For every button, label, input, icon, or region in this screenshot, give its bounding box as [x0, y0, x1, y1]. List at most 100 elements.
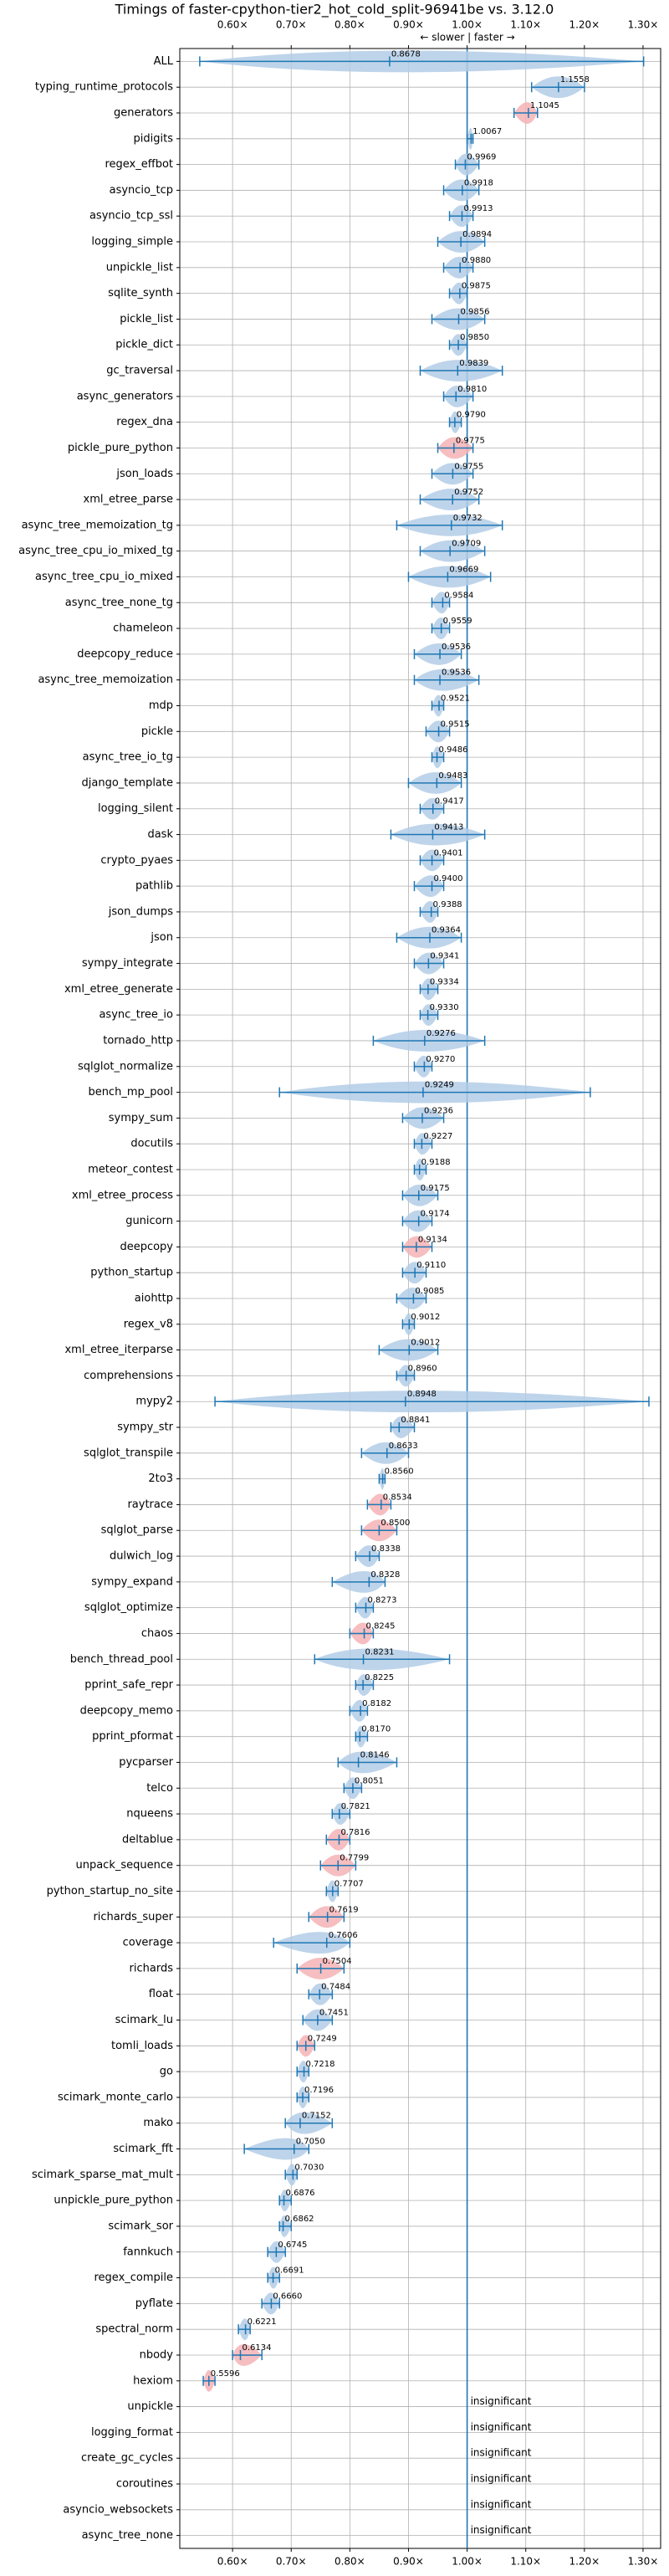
y-tick-label: scimark_fft	[113, 2143, 173, 2155]
y-tick-label: hexiom	[133, 2374, 173, 2387]
value-label: 0.9276	[426, 1029, 456, 1038]
y-tick-label: scimark_monte_carlo	[58, 2091, 173, 2103]
value-label: 0.9334	[430, 977, 459, 986]
y-tick-label: crypto_pyaes	[100, 854, 173, 867]
x-tick-label: 1.00×	[452, 19, 483, 31]
y-tick-label: django_template	[82, 776, 173, 789]
value-label: 0.8182	[362, 1699, 391, 1708]
value-label: 0.9732	[453, 514, 483, 523]
value-label: insignificant	[471, 2498, 532, 2510]
value-label: 0.9669	[449, 565, 478, 574]
value-label: 0.9913	[463, 204, 493, 213]
y-tick-label: sympy_str	[117, 1421, 173, 1434]
value-label: 0.8500	[380, 1518, 410, 1528]
y-tick-label: sqlglot_transpile	[84, 1447, 173, 1459]
value-label: 0.7196	[304, 2086, 334, 2095]
value-label: 0.7504	[323, 1957, 352, 1966]
x-tick-label: 1.30×	[628, 19, 659, 31]
value-label: insignificant	[471, 2472, 532, 2484]
x-tick-label: 0.80×	[334, 2556, 365, 2568]
value-label: 1.1558	[560, 75, 590, 85]
value-label: 0.7249	[308, 2034, 337, 2043]
y-tick-label: tornado_http	[103, 1034, 173, 1047]
y-tick-label: async_tree_memoization	[38, 673, 173, 686]
value-label: 0.7152	[302, 2112, 331, 2121]
y-tick-label: async_generators	[77, 390, 174, 402]
y-tick-label: gunicorn	[125, 1215, 173, 1227]
y-tick-label: unpickle	[127, 2400, 173, 2413]
value-label: 0.8225	[365, 1673, 394, 1682]
y-tick-label: pycparser	[119, 1756, 173, 1769]
value-label: 0.8273	[367, 1596, 396, 1606]
value-label: 0.9417	[435, 797, 464, 807]
value-label: 0.9388	[433, 900, 462, 909]
y-tick-label: json	[150, 931, 173, 944]
value-label: 0.9839	[459, 359, 488, 368]
x-tick-label: 0.90×	[393, 2556, 424, 2568]
y-tick-label: gc_traversal	[106, 365, 173, 377]
x-tick-label: 0.60×	[217, 19, 248, 31]
y-tick-label: scimark_sparse_mat_mult	[32, 2169, 173, 2181]
y-tick-label: deepcopy_reduce	[77, 648, 173, 660]
value-label: 0.6691	[275, 2266, 304, 2276]
y-tick-label: pathlib	[135, 880, 173, 893]
value-label: 0.7218	[306, 2060, 335, 2069]
value-label: 0.7484	[321, 1983, 350, 1992]
value-label: 0.9270	[426, 1055, 455, 1064]
value-label: 1.0067	[472, 127, 502, 136]
value-label: 0.7619	[329, 1905, 359, 1914]
value-label: 0.5596	[211, 2369, 240, 2379]
value-label: 0.8948	[407, 1390, 437, 1399]
y-tick-label: tomli_loads	[111, 2040, 173, 2052]
value-label: 0.8051	[355, 1776, 384, 1785]
value-label: 0.9894	[462, 230, 492, 239]
y-tick-label: asyncio_websockets	[63, 2503, 173, 2516]
y-tick-label: fannkuch	[123, 2246, 173, 2258]
y-tick-label: nbody	[140, 2348, 174, 2361]
y-tick-label: richards_super	[93, 1911, 173, 1923]
value-label: 0.6862	[285, 2215, 314, 2224]
value-label: insignificant	[471, 2421, 532, 2433]
x-tick-label: 1.10×	[510, 2556, 541, 2568]
y-tick-label: sympy_integrate	[82, 957, 173, 970]
y-tick-label: scimark_sor	[108, 2220, 173, 2232]
value-label: 0.9227	[423, 1132, 452, 1141]
value-label: 0.6660	[273, 2292, 302, 2301]
y-tick-label: async_tree_memoization_tg	[22, 519, 173, 531]
value-label: 0.9401	[434, 848, 463, 858]
value-label: 0.7707	[334, 1879, 364, 1888]
value-label: 0.9364	[432, 926, 461, 935]
value-label: 0.8245	[366, 1621, 396, 1631]
y-tick-label: async_tree_none_tg	[65, 597, 173, 609]
value-label: 0.9174	[421, 1210, 450, 1219]
value-label: 0.9709	[452, 540, 481, 549]
y-tick-label: pickle_pure_python	[68, 442, 173, 454]
value-label: 0.9775	[456, 436, 485, 445]
x-tick-label: 1.20×	[569, 19, 600, 31]
y-tick-label: typing_runtime_protocols	[35, 81, 173, 94]
y-tick-label: coverage	[123, 1937, 173, 1949]
x-tick-label: 0.90×	[393, 19, 424, 31]
y-tick-label: asyncio_tcp_ssl	[89, 210, 173, 223]
value-label: 0.9918	[464, 178, 493, 187]
y-tick-label: ALL	[154, 55, 174, 68]
y-tick-label: chameleon	[113, 622, 173, 635]
y-tick-label: generators	[114, 107, 173, 120]
value-label: 0.8960	[408, 1364, 437, 1373]
y-tick-label: mdp	[149, 699, 173, 712]
y-tick-label: logging_format	[91, 2426, 173, 2439]
x-tick-label: 1.30×	[628, 2556, 659, 2568]
value-label: 0.9790	[457, 411, 486, 420]
y-tick-label: xml_etree_process	[72, 1189, 173, 1201]
value-label: 0.9536	[442, 668, 471, 678]
y-tick-label: comprehensions	[84, 1370, 173, 1382]
value-label: 0.9330	[430, 1003, 459, 1012]
value-label: insignificant	[471, 2395, 532, 2407]
value-label: insignificant	[471, 2447, 532, 2459]
value-label: 0.9755	[454, 462, 483, 471]
value-label: 0.7050	[296, 2138, 325, 2147]
value-label: 0.9085	[415, 1287, 444, 1296]
value-label: 0.9810	[457, 385, 487, 394]
